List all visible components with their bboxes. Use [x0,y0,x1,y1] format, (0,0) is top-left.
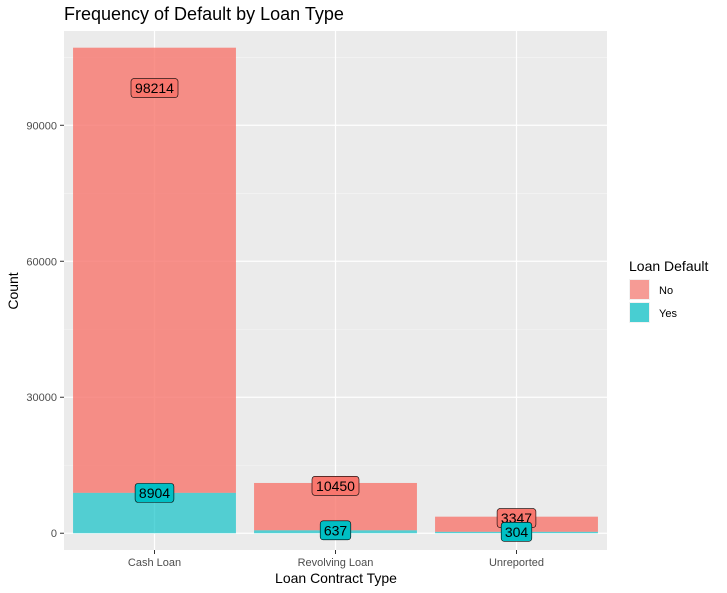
chart-title: Frequency of Default by Loan Type [64,4,344,24]
legend-swatch-yes [630,303,649,322]
data-label-text: 8904 [139,485,170,501]
data-label-no-0: 98214 [130,78,179,98]
x-axis: Cash Loan Revolving Loan Unreported [128,550,544,569]
y-tick-label: 0 [51,528,57,540]
x-tick-label: Cash Loan [128,557,181,569]
data-label-yes-1: 637 [319,520,352,541]
data-label-yes-2: 304 [500,522,533,542]
data-label-no-1: 10450 [311,476,360,496]
y-axis: 0 30000 60000 90000 [26,120,64,540]
y-axis-title: Count [5,272,21,309]
y-tick-label: 30000 [26,392,57,404]
legend-swatch-no [630,280,649,299]
data-label-box [130,78,179,98]
data-label-text: 304 [505,524,529,540]
data-label-box [311,476,360,496]
legend-title: Loan Default [629,258,709,274]
data-label-text: 637 [324,522,348,538]
legend-label-yes: Yes [659,308,677,320]
x-axis-title: Loan Contract Type [275,570,397,586]
data-label-yes-0: 8904 [134,483,175,503]
x-tick-label: Revolving Loan [298,557,374,569]
legend: Loan Default No Yes [629,258,709,323]
y-tick-label: 90000 [26,120,57,132]
data-label-box [500,522,533,542]
data-label-text: 98214 [135,80,174,96]
y-tick-label: 60000 [26,256,57,268]
x-tick-label: Unreported [489,557,544,569]
legend-label-no: No [659,285,673,297]
data-label-box [319,520,352,541]
bar-no-0 [73,47,236,493]
data-label-text: 10450 [316,478,355,494]
data-label-box [134,483,175,503]
